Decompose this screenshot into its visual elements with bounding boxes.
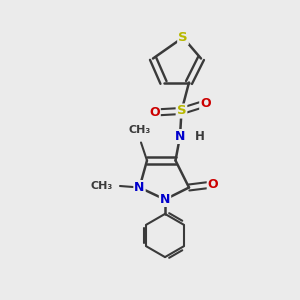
Text: O: O [208, 178, 218, 191]
Text: O: O [200, 97, 211, 110]
Text: S: S [177, 104, 186, 118]
Text: O: O [149, 106, 160, 119]
Text: S: S [178, 31, 188, 44]
Text: H: H [194, 130, 204, 143]
Text: N: N [175, 130, 185, 143]
Text: N: N [160, 193, 170, 206]
Text: CH₃: CH₃ [128, 125, 151, 135]
Text: CH₃: CH₃ [90, 181, 112, 191]
Text: N: N [134, 181, 145, 194]
